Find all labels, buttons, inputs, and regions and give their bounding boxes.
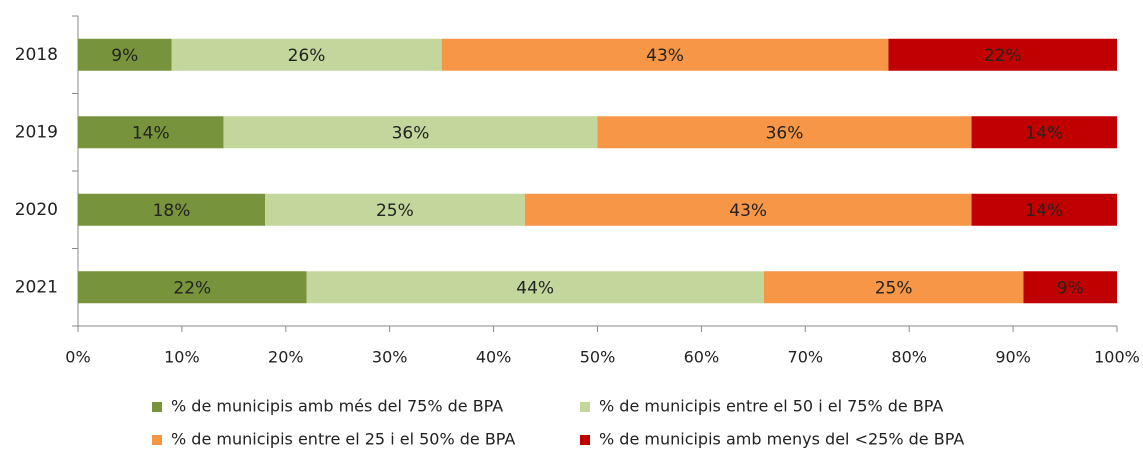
y-tick-label: 2021 [15,277,58,297]
bar-segment [171,38,442,71]
legend-marker [580,435,590,445]
data-label: 25% [875,278,913,298]
x-tick-label: 70% [788,348,824,367]
legend-marker [152,402,162,412]
data-label: 9% [111,46,138,66]
data-label: 22% [984,46,1022,66]
data-label: 43% [646,46,684,66]
legend-marker [152,435,162,445]
bar-segment [763,271,1024,304]
legend-marker [580,402,590,412]
data-label: 9% [1057,278,1084,298]
x-tick-label: 10% [164,348,200,367]
data-label: 26% [288,46,326,66]
x-tick-label: 80% [891,348,927,367]
y-tick-label: 2019 [15,122,58,142]
bar-segment [441,38,889,71]
bar-segment [597,116,972,149]
data-label: 25% [376,201,414,221]
bar-segment [223,116,598,149]
legend-label: % de municipis entre el 25 i el 50% de B… [171,430,515,449]
x-tick-label: 30% [372,348,408,367]
bar-segment [1023,271,1117,304]
x-tick-label: 60% [684,348,720,367]
y-tick-label: 2020 [15,200,58,220]
bar-segment [78,116,224,149]
x-tick-label: 40% [476,348,512,367]
bar-segment [78,271,307,304]
data-label: 43% [729,201,767,221]
bar-segment [971,116,1117,149]
bar-segment [265,193,525,226]
data-label: 14% [1025,123,1063,143]
bar-segment [78,193,266,226]
x-tick-label: 100% [1094,348,1140,367]
data-label: 36% [766,123,804,143]
y-tick-label: 2018 [15,45,58,65]
bar-segment [78,38,172,71]
legend-label: % de municipis amb més del 75% de BPA [171,397,503,416]
legend-label: % de municipis entre el 50 i el 75% de B… [599,397,943,416]
data-label: 36% [392,123,430,143]
x-tick-label: 0% [65,348,90,367]
bar-segment [306,271,764,304]
data-label: 18% [153,201,191,221]
data-label: 14% [132,123,170,143]
data-label: 14% [1025,201,1063,221]
legend-label: % de municipis amb menys del <25% de BPA [599,430,964,449]
data-label: 44% [516,278,554,298]
x-tick-label: 20% [268,348,304,367]
data-label: 22% [173,278,211,298]
bar-segment [888,38,1117,71]
bar-segment [524,193,972,226]
x-tick-label: 50% [580,348,616,367]
bar-segment [971,193,1117,226]
x-tick-label: 90% [995,348,1031,367]
